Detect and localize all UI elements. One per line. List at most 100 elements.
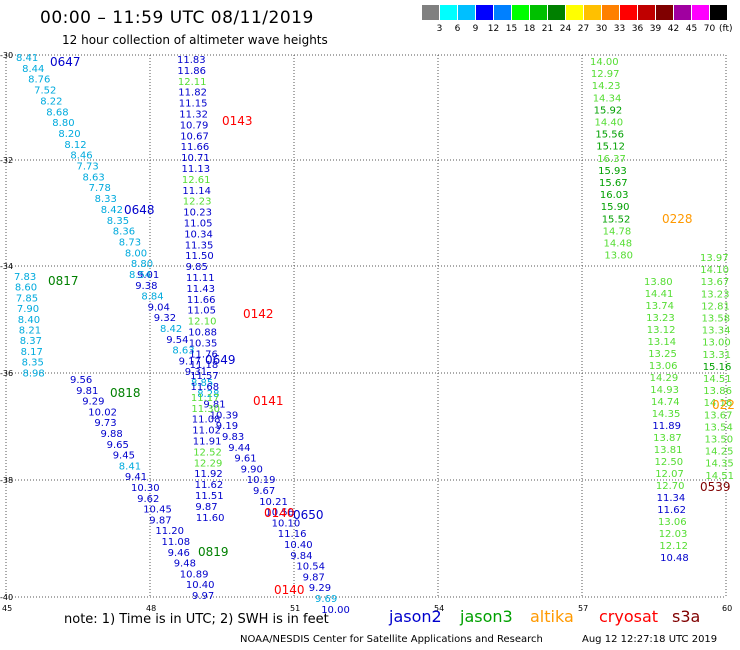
legend-swatch	[602, 5, 619, 20]
wave-height-value: 13.06	[649, 361, 678, 372]
wave-height-value: 7.73	[77, 162, 99, 173]
wave-height-value: 9.97	[192, 591, 214, 602]
wave-height-value: 13.23	[646, 313, 675, 324]
track-t1: 8.418.448.767.528.228.688.808.208.128.46…	[16, 53, 159, 281]
wave-height-value: 12.50	[655, 457, 684, 468]
wave-height-value: 12.03	[659, 529, 688, 540]
wave-height-value: 13.06	[658, 517, 687, 528]
legend-label: 3	[436, 24, 443, 34]
wave-height-value: 13.54	[704, 422, 733, 433]
wave-height-value: 11.91	[193, 437, 222, 448]
wave-height-value: 13.50	[705, 435, 734, 446]
wave-height-value: 10.40	[284, 540, 313, 551]
map-grid	[5, 54, 727, 598]
y-tick-label: -30	[0, 51, 13, 60]
satellite-cryosat: cryosat	[599, 607, 659, 626]
wave-height-value: 13.81	[654, 445, 683, 456]
wave-height-value: 9.46	[168, 548, 190, 559]
wave-height-value: 9.67	[253, 486, 275, 497]
x-tick-label: 57	[578, 604, 588, 613]
footer-credits: NOAA/NESDIS Center for Satellite Applica…	[240, 634, 543, 645]
wave-height-value: 8.33	[95, 194, 117, 205]
wave-height-value: 9.88	[101, 429, 123, 440]
wave-height-value: 8.36	[113, 227, 135, 238]
wave-height-value: 10.00	[321, 605, 350, 616]
legend-swatch	[440, 5, 457, 20]
wave-height-value: 14.10	[700, 265, 729, 276]
wave-height-value: 8.44	[22, 64, 44, 75]
wave-height-value: 9.45	[113, 451, 135, 462]
wave-height-value: 10.79	[180, 120, 209, 131]
satellite-jason2: jason2	[389, 607, 442, 626]
wave-height-value: 8.80	[131, 259, 153, 270]
wave-height-value: 9.69	[315, 594, 337, 605]
wave-height-value: 12.81	[701, 301, 730, 312]
wave-height-value: 14.51	[703, 374, 732, 385]
pass-time-label: 0819	[198, 545, 229, 559]
wave-height-value: 15.93	[598, 166, 627, 177]
wave-height-value: 10.40	[186, 580, 215, 591]
wave-height-value: 12.52	[193, 447, 222, 458]
wave-height-value: 8.40	[18, 315, 40, 326]
wave-height-value: 9.54	[166, 335, 188, 346]
pass-time-label: 0650	[293, 508, 324, 522]
legend-swatch	[458, 5, 475, 20]
y-tick-label: -32	[0, 156, 13, 165]
wave-height-value: 9.61	[234, 454, 256, 465]
wave-height-value: 11.86	[177, 66, 206, 77]
wave-height-value: 13.86	[703, 386, 732, 397]
wave-height-value: 11.66	[187, 295, 216, 306]
wave-height-value: 14.40	[595, 118, 624, 129]
wave-height-value: 9.85	[186, 262, 208, 273]
x-tick-label: 48	[146, 604, 156, 613]
wave-height-value: 8.35	[22, 358, 44, 369]
satellite-s3a: s3a	[672, 607, 701, 626]
wave-height-value: 11.51	[195, 491, 224, 502]
wave-height-value: 11.30	[191, 404, 220, 415]
page-subtitle: 12 hour collection of altimeter wave hei…	[62, 33, 328, 47]
wave-height-value: 9.62	[137, 494, 159, 505]
wave-height-value: 11.08	[192, 415, 221, 426]
wave-height-value: 11.50	[185, 251, 214, 262]
wave-height-value: 10.21	[259, 497, 288, 508]
legend-label: 12	[487, 24, 500, 34]
wave-height-value: 15.16	[703, 362, 732, 373]
wave-height-value: 11.18	[190, 360, 219, 371]
pass-time-label: 0143	[222, 114, 253, 128]
wave-height-value: 13.25	[648, 349, 677, 360]
wave-height-value: 11.20	[155, 526, 184, 537]
x-tick-label: 45	[2, 604, 12, 613]
pass-time-label: 0817	[48, 274, 79, 288]
wave-height-value: 7.85	[16, 293, 38, 304]
wave-height-value: 8.63	[83, 172, 105, 183]
legend-label: 6	[454, 24, 461, 34]
wave-height-value: 8.21	[19, 326, 41, 337]
wave-height-value: 11.16	[278, 529, 307, 540]
wave-height-value: 13.58	[702, 314, 731, 325]
wave-height-value: 11.57	[190, 371, 219, 382]
wave-height-value: 10.89	[180, 569, 209, 580]
wave-height-value: 13.23	[701, 289, 730, 300]
x-tick-label: 54	[434, 604, 444, 613]
wave-height-value: 8.46	[70, 151, 92, 162]
legend-swatch	[512, 5, 529, 20]
wave-height-value: 14.23	[592, 81, 621, 92]
wave-height-value: 14.93	[650, 385, 679, 396]
pass-time-label: 0140	[274, 583, 305, 597]
legend-swatch	[656, 5, 673, 20]
wave-height-value: 10.71	[181, 153, 210, 164]
wave-height-value: 11.76	[189, 349, 218, 360]
legend-label: 36	[631, 24, 644, 34]
pass-time-label: 022	[712, 398, 735, 412]
y-tick-label: -36	[0, 369, 13, 378]
wave-height-value: 11.05	[187, 306, 216, 317]
wave-height-value: 15.67	[599, 178, 628, 189]
wave-height-value: 12.23	[183, 197, 212, 208]
wave-height-value: 9.04	[148, 302, 170, 313]
wave-height-value: 12.07	[655, 469, 684, 480]
wave-height-value: 15.92	[594, 105, 623, 116]
wave-height-value: 11.05	[184, 219, 213, 230]
wave-height-value: 8.76	[28, 75, 50, 86]
footer-note: note: 1) Time is in UTC; 2) SWH is in fe…	[64, 612, 329, 627]
track-t8: 13.9714.1013.6713.2312.8113.5813.3413.00…	[700, 253, 734, 482]
